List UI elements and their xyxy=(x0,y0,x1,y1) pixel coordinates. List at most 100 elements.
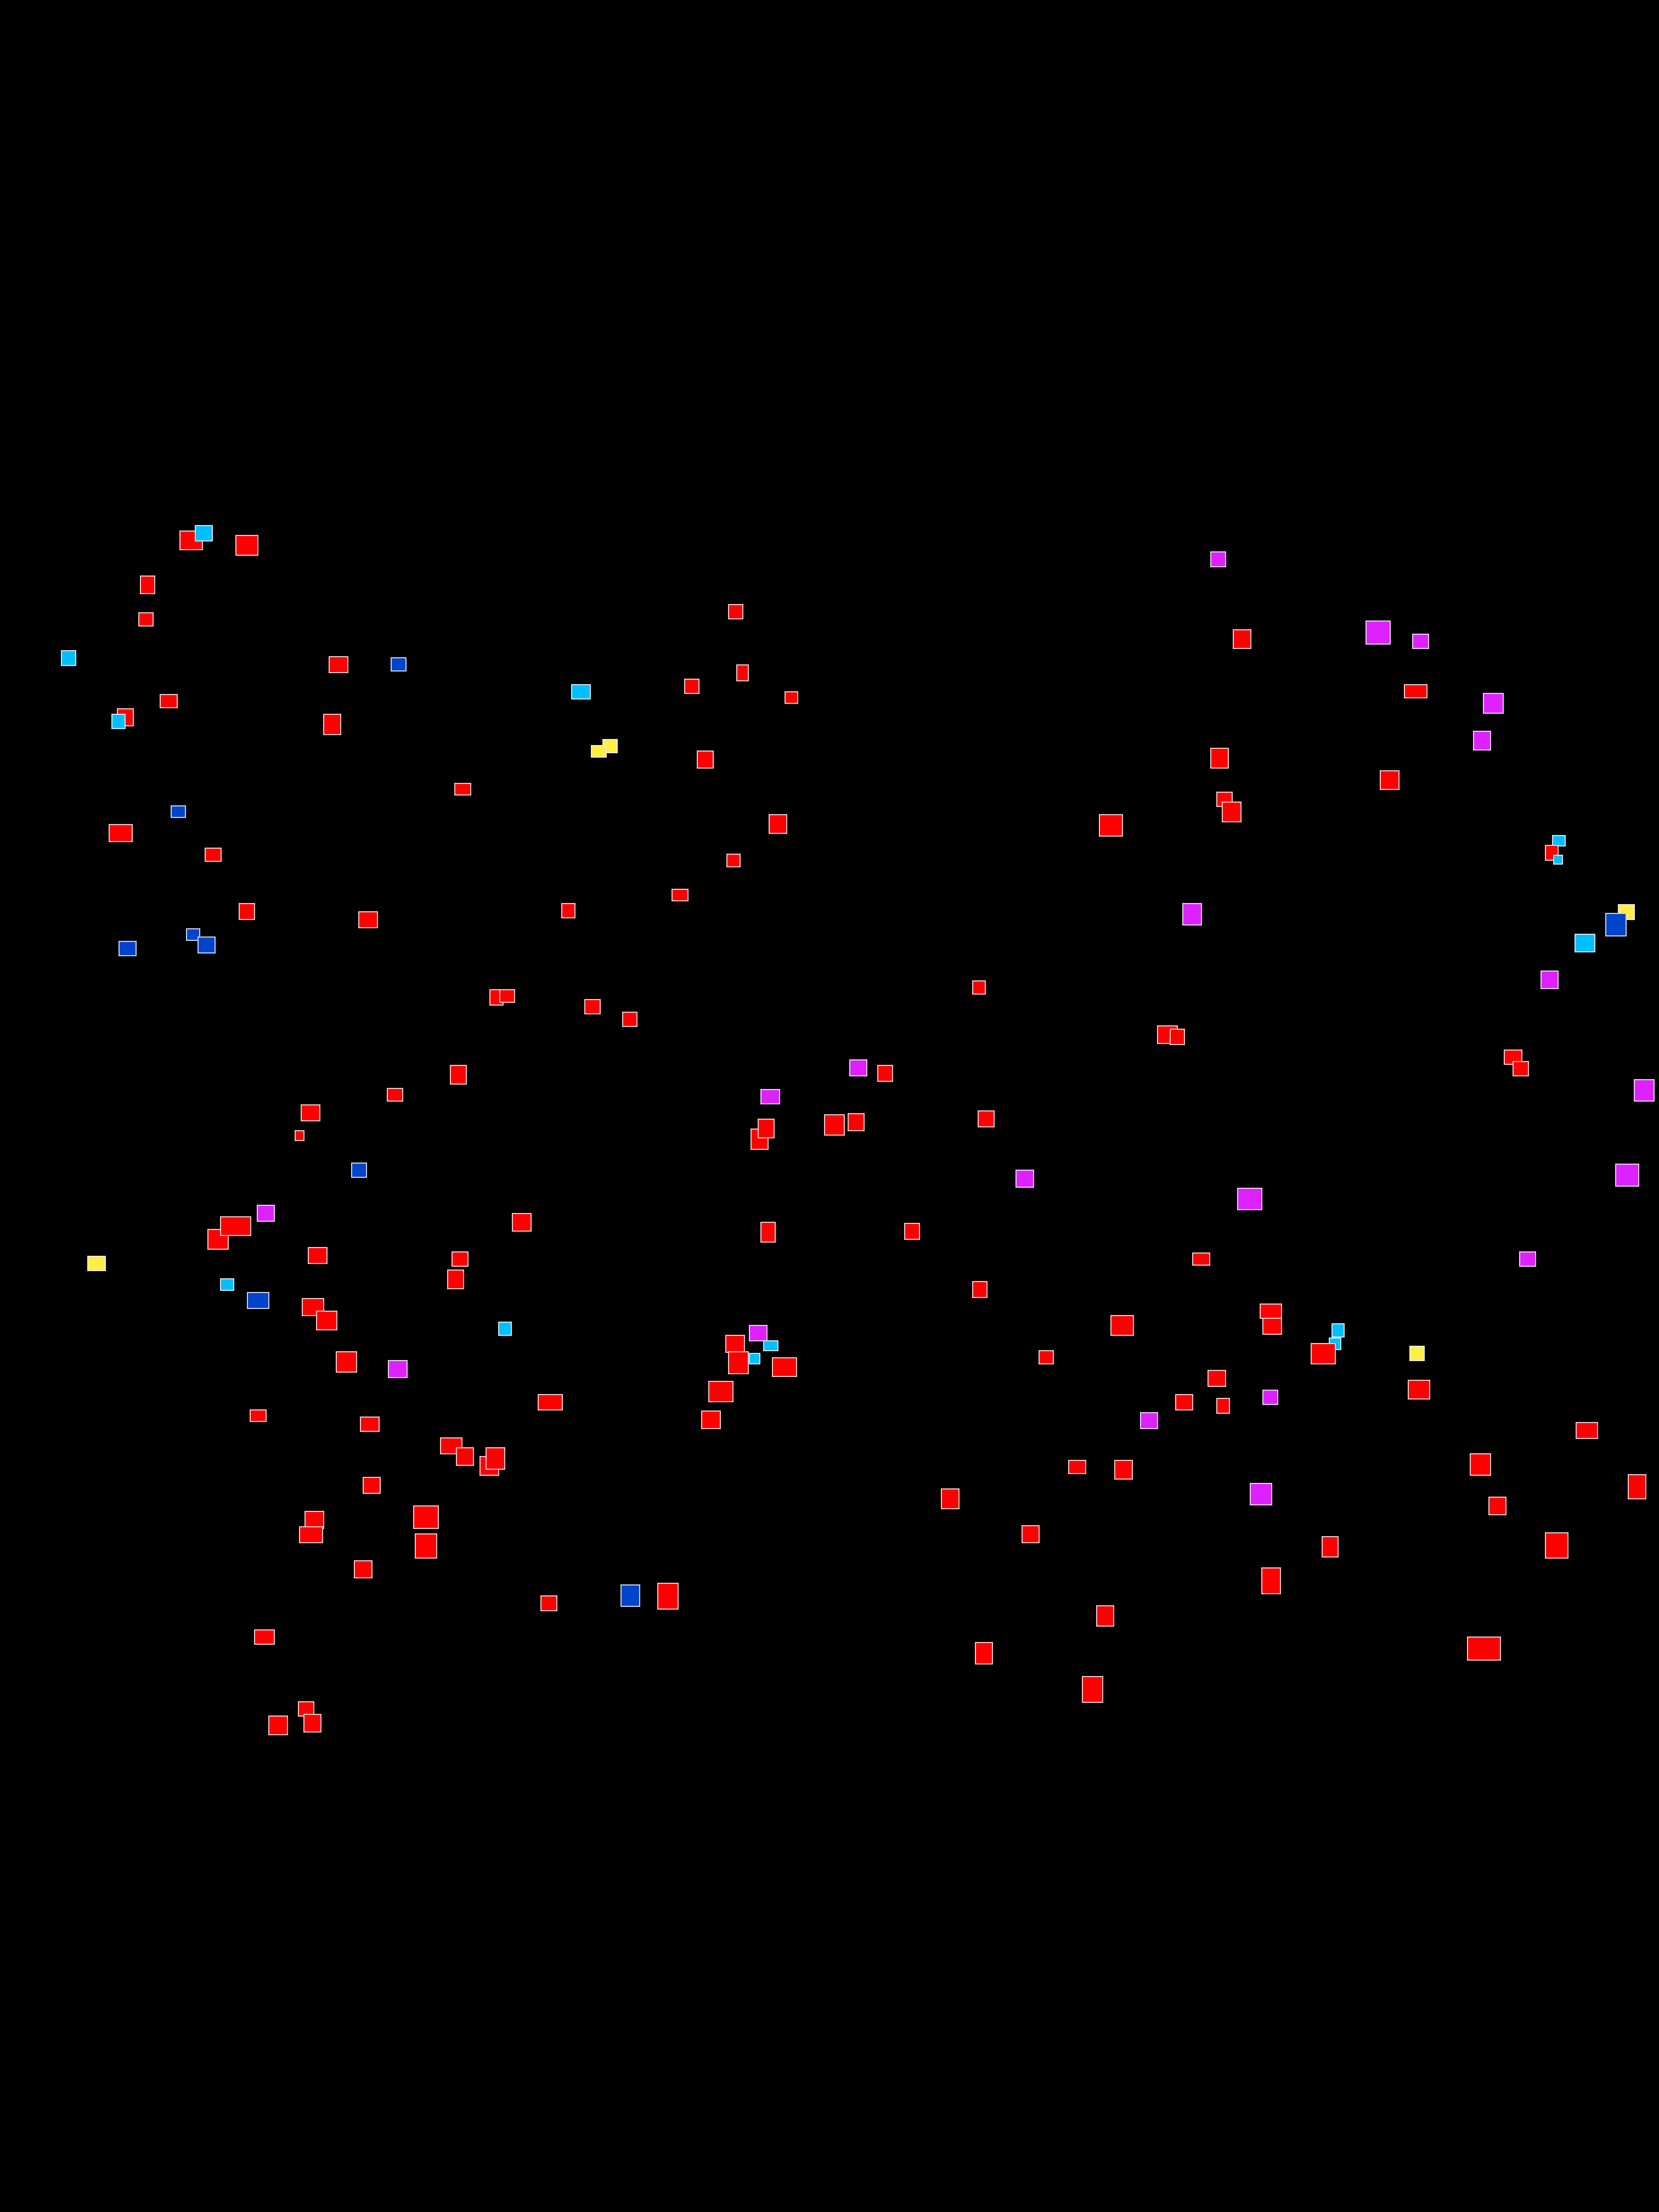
red-square xyxy=(1175,1393,1194,1411)
yellow-square xyxy=(87,1255,106,1271)
red-square xyxy=(303,1714,322,1733)
magenta-square xyxy=(1262,1389,1278,1406)
red-square xyxy=(1216,1398,1231,1414)
red-square xyxy=(1470,1453,1491,1476)
red-square xyxy=(455,1447,474,1466)
red-square xyxy=(1488,1497,1507,1515)
blue-square xyxy=(391,657,407,672)
cyan-square xyxy=(1553,855,1564,865)
red-square xyxy=(1261,1567,1281,1594)
red-square xyxy=(447,1269,464,1290)
red-square xyxy=(769,814,787,834)
red-square xyxy=(235,534,258,556)
red-square xyxy=(540,1595,557,1611)
red-square xyxy=(727,1351,749,1374)
red-square xyxy=(1544,1532,1569,1559)
cyan-square xyxy=(194,524,213,542)
red-square xyxy=(584,998,601,1014)
red-square xyxy=(1322,1536,1339,1558)
magenta-square xyxy=(1482,692,1504,714)
blue-square xyxy=(198,936,216,954)
cyan-square xyxy=(111,714,126,730)
red-square xyxy=(1260,1304,1283,1319)
red-square xyxy=(299,1526,323,1544)
magenta-square xyxy=(1365,620,1391,645)
cyan-square xyxy=(1331,1323,1345,1338)
cyan-square xyxy=(1551,835,1566,847)
red-square xyxy=(972,980,986,995)
red-square xyxy=(204,848,222,862)
magenta-square xyxy=(1182,902,1202,926)
yellow-square xyxy=(1409,1346,1425,1362)
red-square xyxy=(697,751,714,769)
cyan-square xyxy=(1574,934,1596,952)
red-square xyxy=(139,575,155,594)
red-square xyxy=(1021,1525,1040,1544)
magenta-square xyxy=(749,1324,768,1342)
red-square xyxy=(138,612,154,627)
red-square xyxy=(1233,629,1251,649)
red-square xyxy=(727,603,744,619)
red-square xyxy=(725,1334,745,1353)
red-square xyxy=(684,678,700,695)
red-square xyxy=(454,783,471,796)
blue-square xyxy=(171,805,187,819)
red-square xyxy=(1192,1252,1211,1266)
red-square xyxy=(1512,1060,1530,1076)
red-square xyxy=(358,911,379,928)
red-square xyxy=(450,1065,467,1085)
red-square xyxy=(978,1110,995,1127)
magenta-square xyxy=(257,1205,275,1222)
red-square xyxy=(329,656,349,673)
red-square xyxy=(904,1223,920,1240)
red-square xyxy=(304,1511,325,1530)
cyan-square xyxy=(571,684,591,700)
red-square xyxy=(972,1280,988,1298)
red-square xyxy=(1207,1369,1226,1387)
red-square xyxy=(1544,845,1559,861)
magenta-square xyxy=(1250,1482,1273,1505)
red-square xyxy=(323,714,342,735)
red-square xyxy=(757,1119,775,1139)
yellow-square xyxy=(591,744,607,758)
red-square xyxy=(1210,747,1229,769)
red-square xyxy=(207,1228,229,1250)
red-square xyxy=(268,1715,288,1735)
red-square xyxy=(485,1447,505,1470)
red-square xyxy=(253,1629,275,1645)
red-square xyxy=(672,889,689,902)
cyan-square xyxy=(763,1340,779,1352)
red-square xyxy=(1096,1605,1115,1627)
red-square xyxy=(307,1247,328,1264)
magenta-square xyxy=(1519,1251,1537,1267)
red-square xyxy=(354,1560,373,1579)
red-square xyxy=(1099,814,1123,837)
red-square xyxy=(1114,1460,1133,1480)
red-square xyxy=(300,1104,320,1122)
red-square xyxy=(877,1065,893,1082)
red-square xyxy=(336,1351,357,1373)
magenta-square xyxy=(1615,1164,1639,1187)
red-square xyxy=(1403,684,1428,698)
red-square xyxy=(771,1357,797,1377)
red-square xyxy=(1576,1422,1599,1439)
red-square xyxy=(1379,770,1400,790)
magenta-square xyxy=(1412,633,1429,649)
red-square xyxy=(941,1488,960,1510)
red-square xyxy=(386,1087,404,1102)
magenta-square xyxy=(1237,1188,1263,1211)
red-square xyxy=(537,1393,563,1411)
red-square xyxy=(701,1410,721,1429)
red-square xyxy=(1110,1314,1135,1336)
magenta-square xyxy=(849,1059,868,1076)
cyan-square xyxy=(60,650,76,666)
red-square xyxy=(1082,1675,1103,1703)
blue-square xyxy=(351,1162,367,1178)
cyan-square xyxy=(498,1322,512,1336)
red-square xyxy=(736,664,749,681)
magenta-square xyxy=(1210,551,1226,567)
red-square xyxy=(848,1113,865,1132)
cyan-square xyxy=(220,1278,234,1291)
red-square xyxy=(1628,1474,1646,1500)
